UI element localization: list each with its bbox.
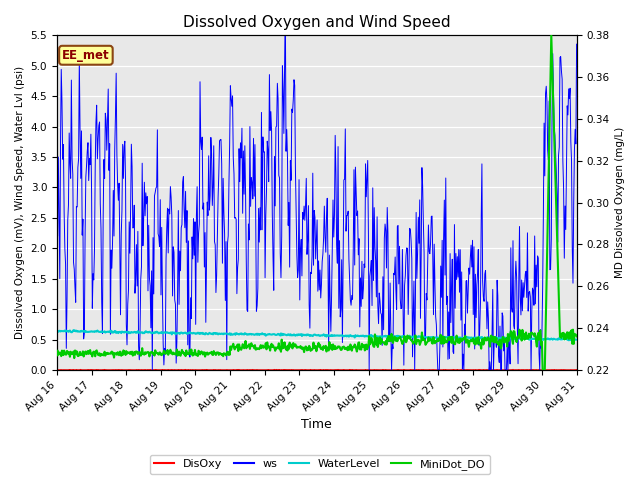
Line: ws: ws [57,2,577,370]
Y-axis label: MD Dissolved Oxygen (mg/L): MD Dissolved Oxygen (mg/L) [615,127,625,278]
WaterLevel [396,333,403,339]
WaterLevel [170,330,177,336]
DisOxy [170,367,177,373]
ws [53,185,61,191]
ws [197,139,205,144]
Legend: DisOxy, ws, WaterLevel, MiniDot_DO: DisOxy, ws, WaterLevel, MiniDot_DO [150,455,490,474]
DisOxy [396,367,403,373]
MiniDot_DO [547,33,555,38]
ws [63,346,70,351]
Title: Dissolved Oxygen and Wind Speed: Dissolved Oxygen and Wind Speed [183,15,451,30]
MiniDot_DO [380,339,387,345]
WaterLevel [573,337,580,343]
DisOxy [381,367,388,373]
ws [282,0,289,5]
MiniDot_DO [196,351,204,357]
WaterLevel [53,327,61,333]
MiniDot_DO [53,352,61,358]
Text: EE_met: EE_met [62,49,109,62]
DisOxy [63,367,71,373]
DisOxy [55,367,63,373]
DisOxy [53,367,61,372]
MiniDot_DO [573,334,580,339]
ws [381,221,389,227]
WaterLevel [570,337,577,343]
ws [116,241,124,247]
ws [148,367,156,373]
DisOxy [116,367,124,373]
DisOxy [487,367,495,372]
WaterLevel [63,328,70,334]
MiniDot_DO [63,352,70,358]
MiniDot_DO [395,335,403,341]
WaterLevel [70,327,77,333]
WaterLevel [116,329,124,335]
ws [396,296,404,302]
WaterLevel [197,331,205,336]
MiniDot_DO [539,367,547,373]
Line: WaterLevel: WaterLevel [57,330,577,340]
WaterLevel [381,333,388,339]
ws [170,244,177,250]
ws [573,41,580,47]
MiniDot_DO [169,351,177,357]
Y-axis label: Dissolved Oxygen (mV), Wind Speed, Water Lvl (psi): Dissolved Oxygen (mV), Wind Speed, Water… [15,66,25,339]
DisOxy [197,367,205,373]
Line: MiniDot_DO: MiniDot_DO [57,36,577,370]
MiniDot_DO [116,349,124,355]
X-axis label: Time: Time [301,419,332,432]
DisOxy [573,367,580,372]
